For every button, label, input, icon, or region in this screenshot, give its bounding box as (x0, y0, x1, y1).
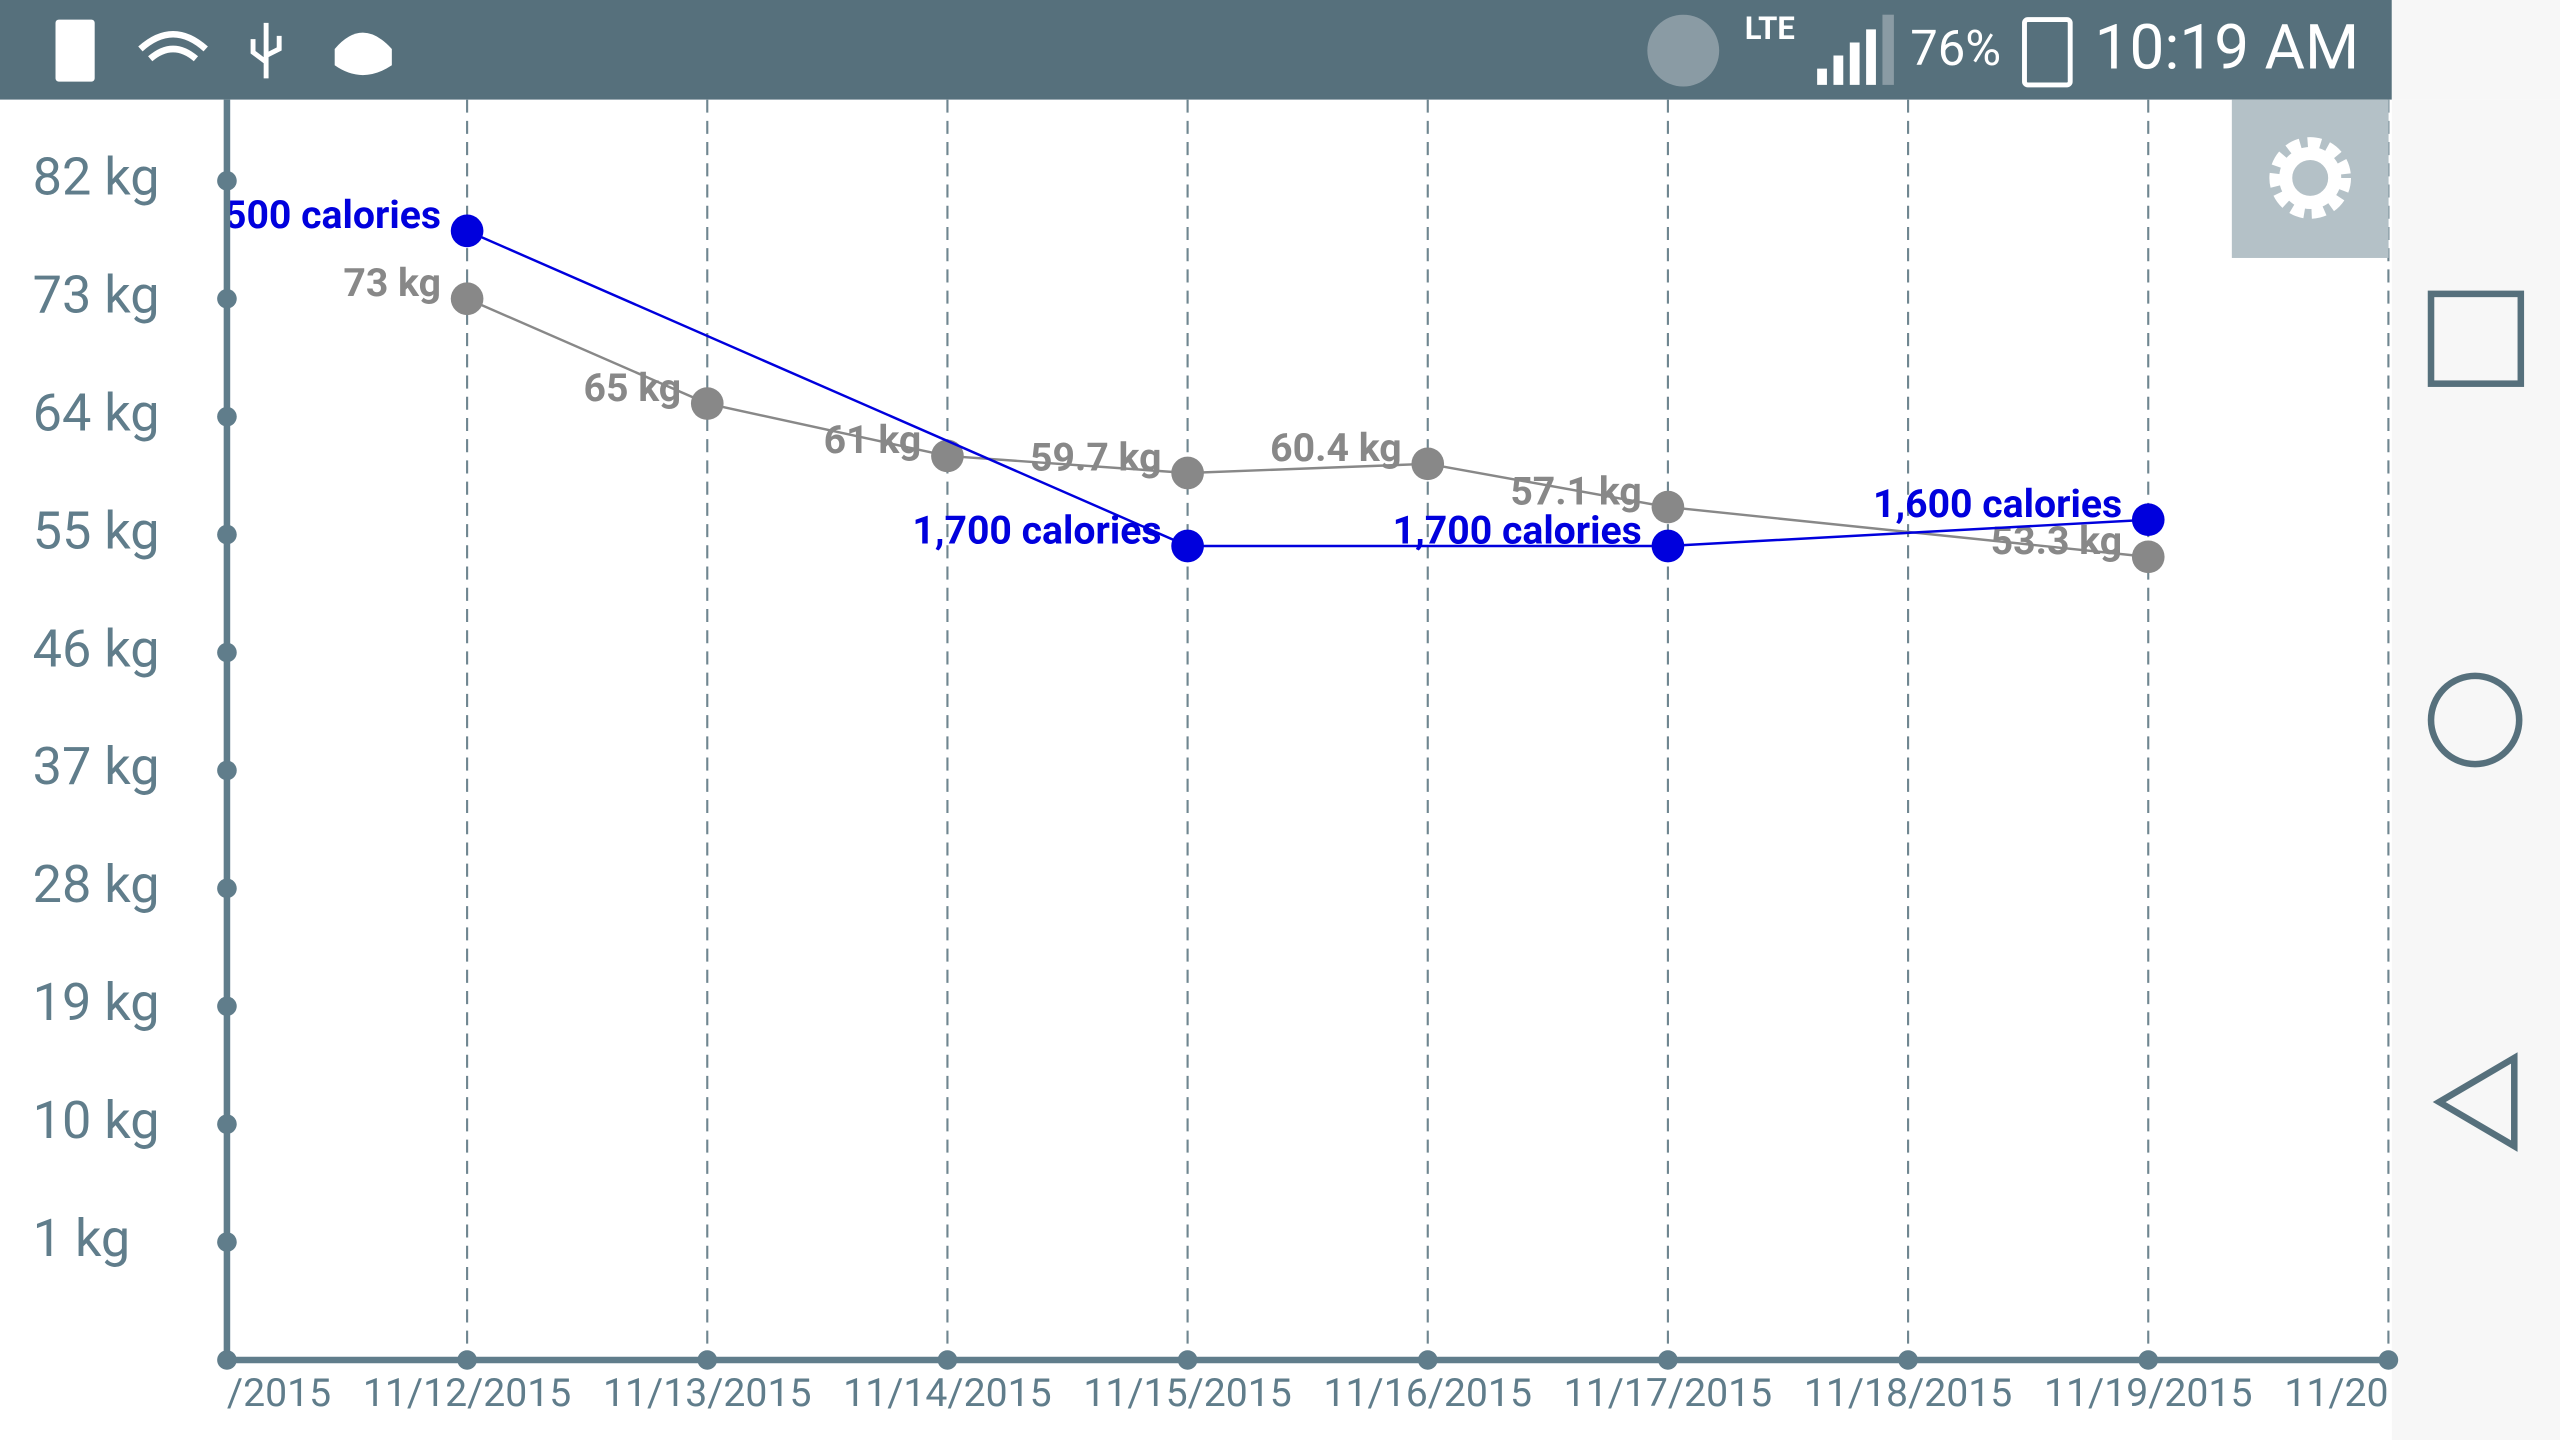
data-point (450, 282, 484, 316)
home-button[interactable] (2427, 672, 2523, 768)
debug-icon (334, 32, 392, 76)
network-type: LTE (1745, 10, 1795, 47)
data-label: 60.4 kg (1270, 425, 1401, 471)
status-bar-corner (2391, 0, 2560, 100)
x-tick-label: 11/20 (2284, 1370, 2388, 1416)
nav-bar-bg (2391, 99, 2560, 1440)
data-point (2131, 540, 2165, 574)
settings-button[interactable] (2231, 99, 2389, 258)
data-point (1171, 529, 1204, 563)
y-tick (217, 1232, 237, 1252)
recents-button[interactable] (2427, 290, 2525, 387)
back-button[interactable] (2432, 1052, 2518, 1152)
y-tick-label: 1 kg (33, 1208, 131, 1269)
x-tick-label: 11/18/2015 (1804, 1370, 2012, 1416)
data-label: 61 kg (824, 417, 922, 463)
data-label: 1,700 calories (1393, 507, 1642, 553)
x-tick-label: 11/15/2015 (1083, 1370, 1291, 1416)
y-tick (217, 996, 237, 1017)
y-tick-label: 37 kg (33, 736, 160, 797)
settings-bg[interactable] (2231, 99, 2389, 258)
signal-bar-dim (1882, 14, 1894, 85)
data-point (450, 214, 484, 248)
data-label: 57.1 kg (1510, 468, 1641, 514)
data-point (1651, 529, 1685, 563)
y-tick-label: 82 kg (33, 147, 160, 208)
usb-icon (250, 22, 282, 79)
y-tick-label: 28 kg (33, 854, 160, 915)
y-tick (217, 878, 237, 899)
x-tick-label: 11/17/2015 (1564, 1370, 1772, 1416)
x-tick-label: 11/16/2015 (1324, 1370, 1532, 1416)
settings-gear-ring[interactable] (2279, 146, 2342, 209)
y-tick (217, 171, 237, 191)
x-tick-label: /2015 (227, 1370, 331, 1416)
status-bar: LTE 76% 10:19 AM (0, 0, 2560, 100)
y-tick (217, 288, 237, 309)
x-tick-label: 11/13/2015 (603, 1370, 811, 1416)
y-tick (217, 642, 237, 663)
data-label: 1,600 calories (1873, 481, 2122, 527)
y-tick-label: 73 kg (33, 265, 160, 326)
y-tick (217, 1114, 237, 1134)
clock: 10:19 AM (2095, 12, 2359, 85)
usb-battery-icon (55, 19, 95, 82)
axes: /2015 11/12/2015 11/13/2015 11/14/2015 11/15… (33, 99, 2399, 1416)
data-label: 1,700 calories (912, 507, 1161, 553)
data-label: 500 calories (224, 192, 441, 238)
status-bar-bg (0, 0, 2392, 100)
y-tick-label: 10 kg (33, 1090, 160, 1151)
y-tick (217, 760, 237, 781)
series-line (466, 229, 2149, 548)
data-point (931, 439, 964, 473)
y-tick-label: 64 kg (33, 382, 160, 443)
data-label: 65 kg (584, 365, 682, 411)
data-label: 59.7 kg (1030, 434, 1161, 480)
data-label: 73 kg (343, 260, 441, 306)
wifi-icon (138, 31, 208, 62)
signal-icon (1817, 29, 1876, 85)
x-tick-label: 11/19/2015 (2044, 1370, 2252, 1416)
y-tick-label: 55 kg (33, 500, 160, 561)
data-point (1651, 490, 1685, 524)
nav-bar (2391, 99, 2560, 1440)
y-tick-label: 46 kg (33, 618, 160, 679)
battery-percent: 76% (1910, 20, 2001, 77)
y-tick-label: 19 kg (33, 972, 160, 1033)
data-point (1171, 456, 1204, 490)
x-tick-label: 11/12/2015 (363, 1370, 571, 1416)
data-point (1411, 447, 1445, 481)
data-point (2131, 503, 2165, 537)
y-tick (217, 524, 237, 545)
y-tick (217, 406, 237, 427)
x-tick-label: 11/14/2015 (843, 1370, 1051, 1416)
bluetooth-icon (1647, 14, 1720, 87)
battery-icon (2022, 17, 2073, 88)
data-point (690, 387, 724, 420)
